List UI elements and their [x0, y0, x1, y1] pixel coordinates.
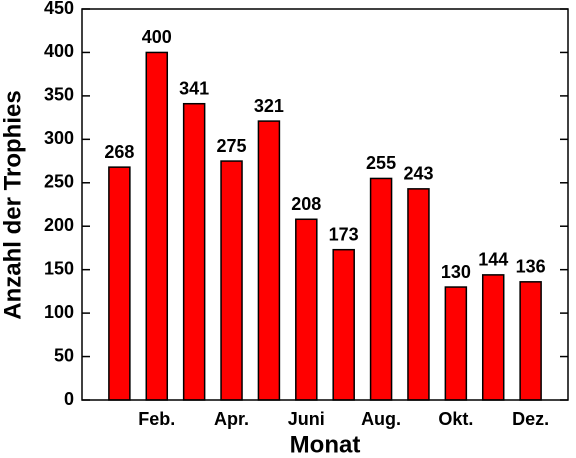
bar	[444, 286, 468, 401]
value-label: 136	[516, 257, 546, 277]
bar	[481, 274, 505, 401]
bar	[257, 120, 281, 401]
value-label: 400	[142, 27, 172, 47]
value-label: 130	[441, 262, 471, 282]
value-label: 341	[179, 78, 209, 98]
bar	[519, 281, 542, 401]
value-label: 173	[329, 224, 359, 244]
y-tick-label: 350	[44, 85, 74, 105]
y-tick-label: 150	[44, 258, 74, 278]
x-tick-label: Aug.	[361, 409, 401, 429]
bar	[332, 248, 355, 401]
x-tick-label: Dez.	[512, 409, 549, 429]
bar	[369, 177, 393, 401]
y-tick-label: 0	[64, 389, 74, 409]
value-label: 275	[217, 136, 247, 156]
bar	[182, 102, 206, 401]
y-tick-label: 250	[44, 172, 74, 192]
x-tick-label: Juni	[288, 409, 325, 429]
bar	[145, 51, 169, 401]
bar	[407, 188, 430, 401]
value-label: 144	[478, 250, 508, 270]
x-tick-label: Apr.	[214, 409, 249, 429]
x-tick-label: Feb.	[138, 409, 175, 429]
bar	[108, 166, 131, 401]
y-tick-label: 50	[54, 345, 74, 365]
value-label: 243	[403, 164, 433, 184]
y-tick-label: 200	[44, 215, 74, 235]
value-label: 208	[291, 194, 321, 214]
x-axis-title: Monat	[290, 431, 361, 458]
value-label: 268	[104, 142, 134, 162]
bar	[295, 218, 318, 401]
value-label: 255	[366, 153, 396, 173]
y-tick-label: 450	[44, 0, 74, 18]
y-tick-label: 100	[44, 302, 74, 322]
y-tick-label: 400	[44, 41, 74, 61]
bar	[220, 160, 243, 401]
x-tick-label: Okt.	[438, 409, 473, 429]
value-label: 321	[254, 96, 284, 116]
plot-frame	[81, 8, 569, 401]
y-tick-label: 300	[44, 128, 74, 148]
y-axis-title: Anzahl der Trophies	[0, 90, 26, 319]
